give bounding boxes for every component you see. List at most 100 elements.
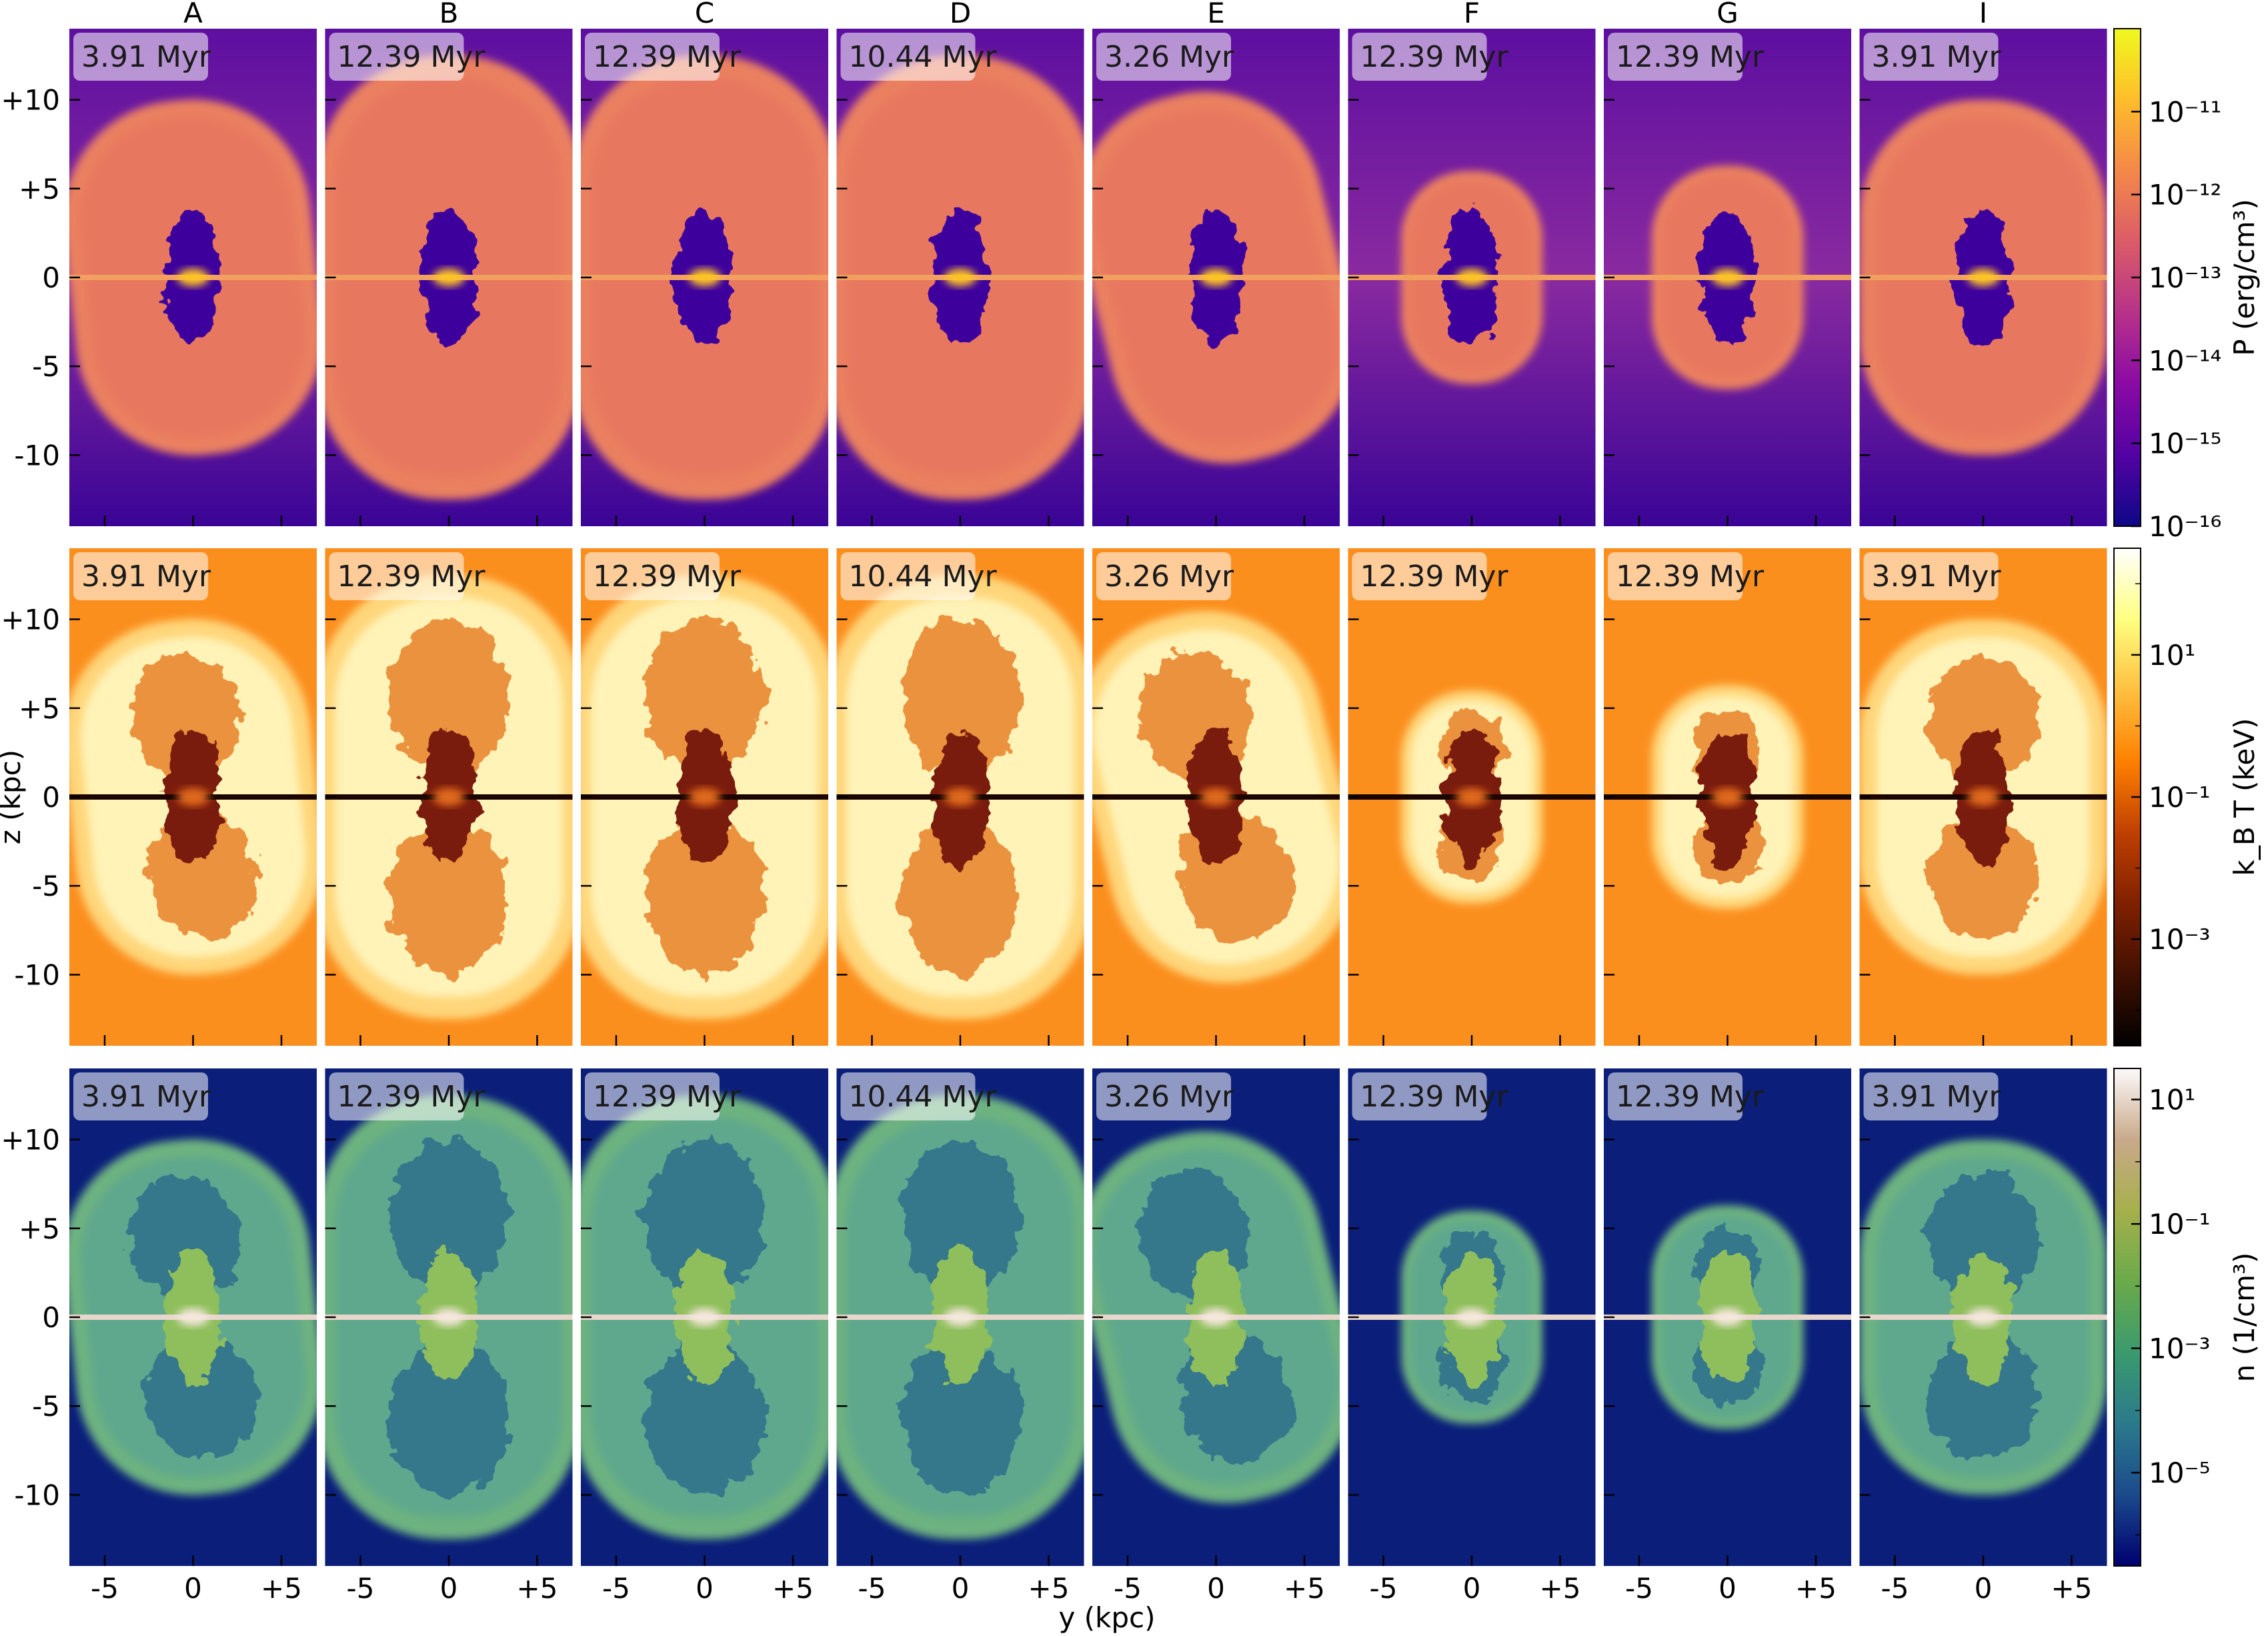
plume-top <box>1927 654 2039 780</box>
x-tick-label: +5 <box>2051 1572 2093 1605</box>
x-tick-label: +5 <box>1028 1572 1070 1605</box>
column-label-G: G <box>1717 0 1739 29</box>
time-label-box <box>329 1072 464 1120</box>
colorbar-label-temperature: k_B T (keV) <box>2228 718 2261 876</box>
time-label-text: 12.39 Myr <box>337 1080 486 1114</box>
turbulent-interior <box>389 1139 509 1495</box>
time-label: 3.91 Myr <box>73 1072 211 1120</box>
time-label-box <box>1096 552 1231 600</box>
time-label-text: 3.91 Myr <box>1872 40 2002 74</box>
y-tick-label: +10 <box>1 1124 60 1156</box>
column-label-C: C <box>695 0 714 29</box>
time-label-text: 12.39 Myr <box>1616 560 1765 594</box>
turbulent-interior <box>1927 1174 2039 1460</box>
x-tick-label: 0 <box>696 1572 714 1605</box>
panel-density-C <box>581 1068 828 1566</box>
time-label-box <box>1863 1072 1999 1120</box>
column-label-E: E <box>1207 0 1225 29</box>
plume-top <box>900 1139 1020 1295</box>
x-tick-label: 0 <box>1719 1572 1737 1605</box>
time-label-text: 12.39 Myr <box>337 40 486 74</box>
time-label: 3.26 Myr <box>1096 552 1234 600</box>
plume-bottom <box>389 819 509 975</box>
column-label-B: B <box>439 0 459 29</box>
panel-temperature-E <box>1092 548 1340 1046</box>
time-label: 12.39 Myr <box>1608 552 1765 600</box>
turbulent-interior <box>389 619 509 975</box>
core <box>1456 788 1488 806</box>
time-label: 3.91 Myr <box>73 33 211 81</box>
y-tick-label: -10 <box>14 439 60 472</box>
core <box>688 268 721 287</box>
panel-temperature-B <box>325 548 573 1046</box>
time-label: 12.39 Myr <box>329 1072 486 1120</box>
x-axis-label: y (kpc) <box>1058 1601 1155 1634</box>
y-tick-label: +10 <box>1 84 60 117</box>
time-label-box <box>1863 33 1999 81</box>
panel-density-F <box>1348 1068 1596 1566</box>
panel-pressure-G <box>1604 29 1851 526</box>
time-label-box <box>840 1072 976 1120</box>
core <box>1711 1308 1744 1327</box>
column-label-D: D <box>950 0 971 29</box>
y-tick-label: +5 <box>19 1212 60 1245</box>
time-label: 12.39 Myr <box>1608 33 1765 81</box>
panel-pressure-E <box>1092 29 1340 526</box>
time-label: 3.26 Myr <box>1096 33 1234 81</box>
time-label-box <box>1352 33 1487 81</box>
plume-top <box>645 619 764 775</box>
core <box>1967 268 1999 287</box>
x-tick-label: -5 <box>91 1572 119 1605</box>
time-label-box <box>329 552 464 600</box>
x-tick-label: +5 <box>261 1572 302 1605</box>
time-label-box <box>1608 552 1743 600</box>
time-label: 10.44 Myr <box>840 33 998 81</box>
colorbar-tick-label: 10⁻³ <box>2149 923 2210 956</box>
time-label: 12.39 Myr <box>585 33 742 81</box>
time-label-text: 3.91 Myr <box>1872 1080 2002 1114</box>
y-tick-label: -5 <box>32 1390 60 1423</box>
column-label-I: I <box>1979 0 1987 29</box>
plume-top <box>389 619 509 775</box>
plume-bottom <box>1927 1335 2039 1460</box>
core <box>944 788 976 806</box>
y-tick-label: +5 <box>19 692 60 725</box>
panel-temperature-I <box>1859 548 2107 1046</box>
y-axis-label: z (kpc) <box>0 750 27 844</box>
time-label-text: 3.91 Myr <box>81 1080 211 1114</box>
core <box>1456 1308 1488 1327</box>
panel-pressure-I <box>1859 29 2107 526</box>
y-tick-label: +10 <box>1 604 60 636</box>
time-label-box <box>329 33 464 81</box>
y-tick-label: -5 <box>32 870 60 902</box>
column-label-A: A <box>183 0 203 29</box>
turbulent-interior <box>1927 654 2039 940</box>
core <box>1967 1308 1999 1327</box>
time-label: 3.91 Myr <box>73 552 211 600</box>
panel-pressure-D <box>836 29 1084 526</box>
time-label-text: 12.39 Myr <box>1360 1080 1509 1114</box>
time-label-box <box>585 552 720 600</box>
core <box>1200 268 1232 287</box>
time-label-text: 10.44 Myr <box>849 40 998 74</box>
y-tick-label: -5 <box>32 350 60 383</box>
y-tick-label: 0 <box>42 1301 60 1334</box>
plume-top <box>645 1139 764 1295</box>
time-label-box <box>1096 33 1231 81</box>
core <box>688 1308 721 1327</box>
panel-density-G <box>1604 1068 1851 1566</box>
panel-pressure-F <box>1348 29 1596 526</box>
colorbar-label-pressure: P (erg/cm³) <box>2228 199 2261 355</box>
time-label: 12.39 Myr <box>1352 33 1508 81</box>
plume-top <box>900 619 1020 775</box>
colorbar-density <box>2113 1068 2141 1567</box>
plume-bottom <box>900 1339 1020 1495</box>
core <box>1200 1308 1232 1327</box>
plume-bottom <box>389 1339 509 1495</box>
turbulent-interior <box>900 619 1020 975</box>
core <box>433 1308 465 1327</box>
time-label-text: 12.39 Myr <box>1616 1080 1765 1114</box>
time-label-box <box>1608 33 1743 81</box>
panel-pressure-A <box>69 29 317 526</box>
